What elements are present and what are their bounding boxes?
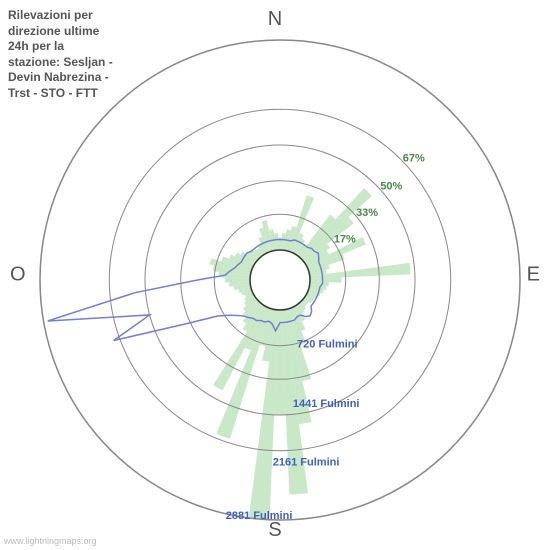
watermark: www.lightningmaps.org xyxy=(4,536,97,546)
fulmini-label: 720 Fulmini xyxy=(297,339,358,351)
fulmini-label: 1441 Fulmini xyxy=(293,398,360,410)
chart-title: Rilevazioni per direzione ultime 24h per… xyxy=(8,8,118,102)
ring-pct-label: 17% xyxy=(334,233,356,245)
compass-east: E xyxy=(527,264,540,287)
ring-pct-label: 33% xyxy=(356,207,378,219)
fulmini-label: 2881 Fulmini xyxy=(226,510,293,522)
fulmini-label: 2161 Fulmini xyxy=(273,457,340,469)
ring-pct-label: 50% xyxy=(380,181,402,193)
compass-north: N xyxy=(268,8,282,31)
ring-pct-label: 67% xyxy=(403,152,425,164)
compass-west: O xyxy=(10,264,26,287)
compass-south: S xyxy=(268,519,281,542)
center-hole xyxy=(250,250,310,310)
